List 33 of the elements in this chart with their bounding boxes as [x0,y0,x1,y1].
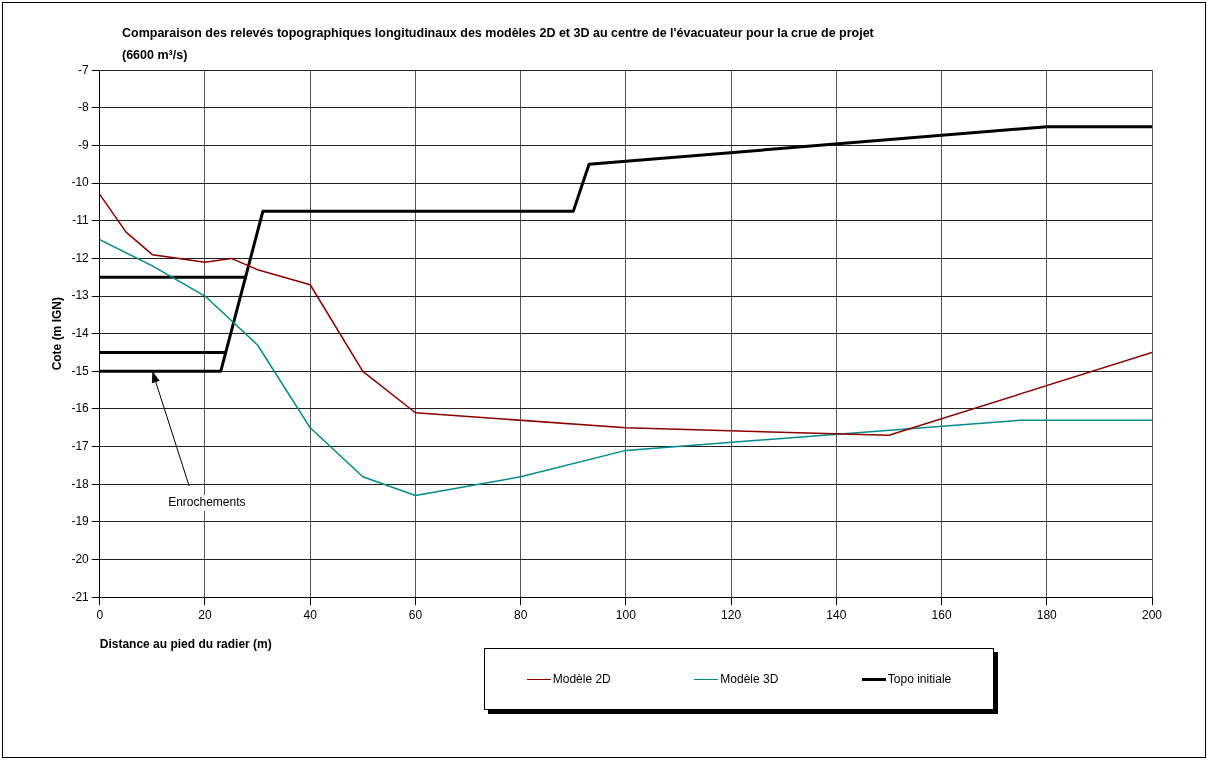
y-axis-title: Cote (m IGN) [49,297,64,371]
y-tick-label: -14 [71,326,90,341]
legend-label: Topo initiale [887,672,952,686]
x-tick-label: 0 [96,607,104,622]
legend-label: Modèle 3D [720,672,779,686]
x-tick-label: 60 [408,607,423,622]
y-tick-label: -21 [71,589,90,604]
y-tick-label: -9 [78,137,90,152]
x-tick-label: 180 [1036,607,1058,622]
x-axis-title: Distance au pied du radier (m) [99,637,272,652]
chart-title: Comparaison des relevés topographiques longitudinaux des modèles 2D et 3D au centre de l'évacuateur pour la crue de projet (6600 m³/s) [122,25,875,64]
y-tick-label: -16 [71,401,90,416]
y-tick-label: -18 [71,476,90,491]
y-tick-label: -17 [71,438,90,453]
y-tick-label: -12 [71,250,90,265]
x-tick-label: 200 [1141,607,1163,622]
y-tick-label: -19 [71,514,90,529]
y-tick-label: -13 [71,288,90,303]
x-tick-label: 100 [615,607,637,622]
y-tick-label: -11 [72,213,90,228]
y-tick-label: -10 [71,175,90,190]
x-tick-label: 80 [513,607,528,622]
y-tick-label: -20 [71,551,90,566]
x-tick-label: 40 [303,607,318,622]
x-tick-label: 120 [721,607,742,622]
y-tick-label: -15 [71,363,90,378]
x-tick-label: 20 [198,607,212,622]
annotation: Enrochements [168,495,246,510]
x-tick-label: 160 [931,607,952,622]
legend-label: Modèle 2D [552,672,611,686]
y-tick-label: -7 [78,62,90,77]
y-tick-label: -8 [78,100,90,115]
x-tick-label: 140 [826,607,847,622]
